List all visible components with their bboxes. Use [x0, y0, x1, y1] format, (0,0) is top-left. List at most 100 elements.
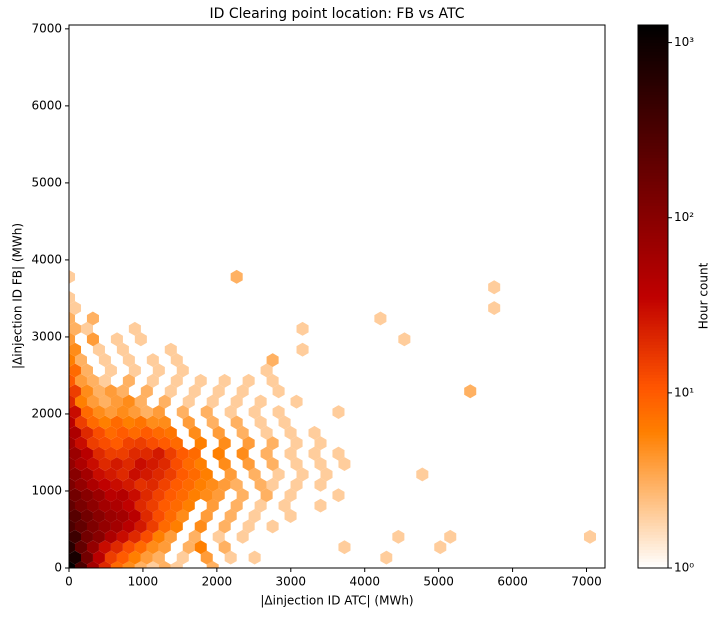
colorbar-swatch [638, 552, 668, 557]
hex-cell [392, 529, 405, 544]
hex-cell [302, 373, 315, 388]
colorbar-swatch [638, 43, 668, 47]
hex-cell [404, 446, 417, 461]
x-tick-label: 4000 [349, 575, 380, 589]
hex-cell [146, 540, 159, 555]
hex-cell [224, 363, 237, 378]
colorbar-swatch [638, 531, 668, 536]
hex-cell [278, 311, 291, 326]
colorbar-swatch [638, 206, 668, 210]
colorbar-swatch [638, 127, 668, 132]
hex-cell [86, 540, 99, 555]
hex-cell [284, 488, 297, 503]
hex-cell [134, 540, 147, 555]
hex-cell [74, 519, 87, 534]
hex-cell [524, 238, 537, 253]
colorbar-swatch [638, 546, 668, 551]
colorbar-swatch [638, 534, 668, 539]
hex-cell [92, 529, 105, 544]
colorbar-swatch [638, 169, 668, 174]
colorbar-swatch [638, 199, 668, 204]
colorbar-swatch [638, 85, 668, 89]
colorbar-swatch [638, 383, 668, 388]
hex-cell [260, 425, 273, 440]
hex-cell [74, 373, 87, 388]
colorbar-swatch [638, 468, 668, 473]
hex-cell [488, 280, 501, 295]
colorbar-swatch [638, 537, 668, 542]
hex-cell [146, 353, 159, 367]
hex-cell [110, 540, 123, 555]
hex-cell [272, 405, 285, 419]
hex-cell [314, 457, 327, 471]
hex-cell [200, 259, 213, 274]
hex-cell [86, 415, 99, 430]
hex-cell [194, 145, 207, 160]
hex-cell [194, 519, 207, 534]
hex-cell [74, 415, 87, 430]
colorbar-swatch [638, 269, 668, 273]
hex-cell [482, 332, 495, 347]
hex-cell [110, 394, 123, 409]
hex-cell [158, 394, 171, 409]
colorbar-swatch [638, 308, 668, 313]
hex-cell [368, 238, 381, 253]
hex-cell [98, 457, 111, 471]
hex-cell [104, 280, 117, 295]
hex-cell [320, 384, 333, 399]
hex-cell [146, 498, 159, 513]
hex-cell [92, 550, 105, 565]
hex-cell [320, 467, 333, 482]
hex-cell [332, 446, 345, 461]
colorbar-swatch [638, 133, 668, 138]
hex-cell [69, 332, 76, 347]
hex-cell [98, 394, 111, 409]
colorbar-swatch [638, 28, 668, 32]
colorbar-swatch [638, 483, 668, 488]
hex-cell [164, 509, 177, 523]
hex-cell [266, 457, 279, 471]
hex-cell [92, 342, 105, 357]
hex-cell [164, 467, 177, 482]
hex-cell [152, 280, 165, 295]
hex-cell [69, 280, 82, 295]
colorbar-swatch [638, 329, 668, 334]
hex-cell [260, 342, 273, 357]
hex-cell [116, 405, 129, 419]
hex-cell [362, 249, 375, 264]
colorbar-swatch [638, 368, 668, 373]
y-axis-label: |Δinjection ID FB| (MWh) [11, 223, 25, 369]
hex-cell [74, 436, 87, 451]
hex-cell [170, 353, 183, 367]
chart-title: ID Clearing point location: FB vs ATC [209, 6, 464, 22]
hex-cell [98, 353, 111, 367]
hex-cell [278, 332, 291, 347]
hex-cell [182, 540, 195, 555]
hex-cell [314, 353, 327, 367]
hex-cell [146, 457, 159, 471]
colorbar-swatch [638, 34, 668, 38]
colorbar-swatch [638, 266, 668, 270]
hex-cell [444, 529, 457, 544]
hex-cell [416, 467, 429, 482]
hex-cell [338, 540, 351, 555]
hex-cell [152, 363, 165, 378]
hex-cell [434, 332, 447, 347]
colorbar-swatch [638, 106, 668, 111]
hex-cell [122, 415, 135, 430]
colorbar-swatch [638, 456, 668, 460]
hex-cell [128, 259, 141, 274]
hex-cell [512, 301, 525, 315]
hex-cell [248, 509, 261, 523]
hex-cell [164, 342, 177, 357]
x-tick-label: 0 [65, 575, 73, 589]
colorbar-swatch [638, 64, 668, 68]
hex-cell [296, 467, 309, 482]
hex-cell [344, 342, 357, 357]
colorbar-swatch [638, 112, 668, 117]
colorbar-swatch [638, 441, 668, 445]
colorbar-swatch [638, 70, 668, 74]
hex-cell [374, 311, 387, 326]
hex-cell [434, 290, 447, 305]
hex-cell [80, 509, 93, 523]
